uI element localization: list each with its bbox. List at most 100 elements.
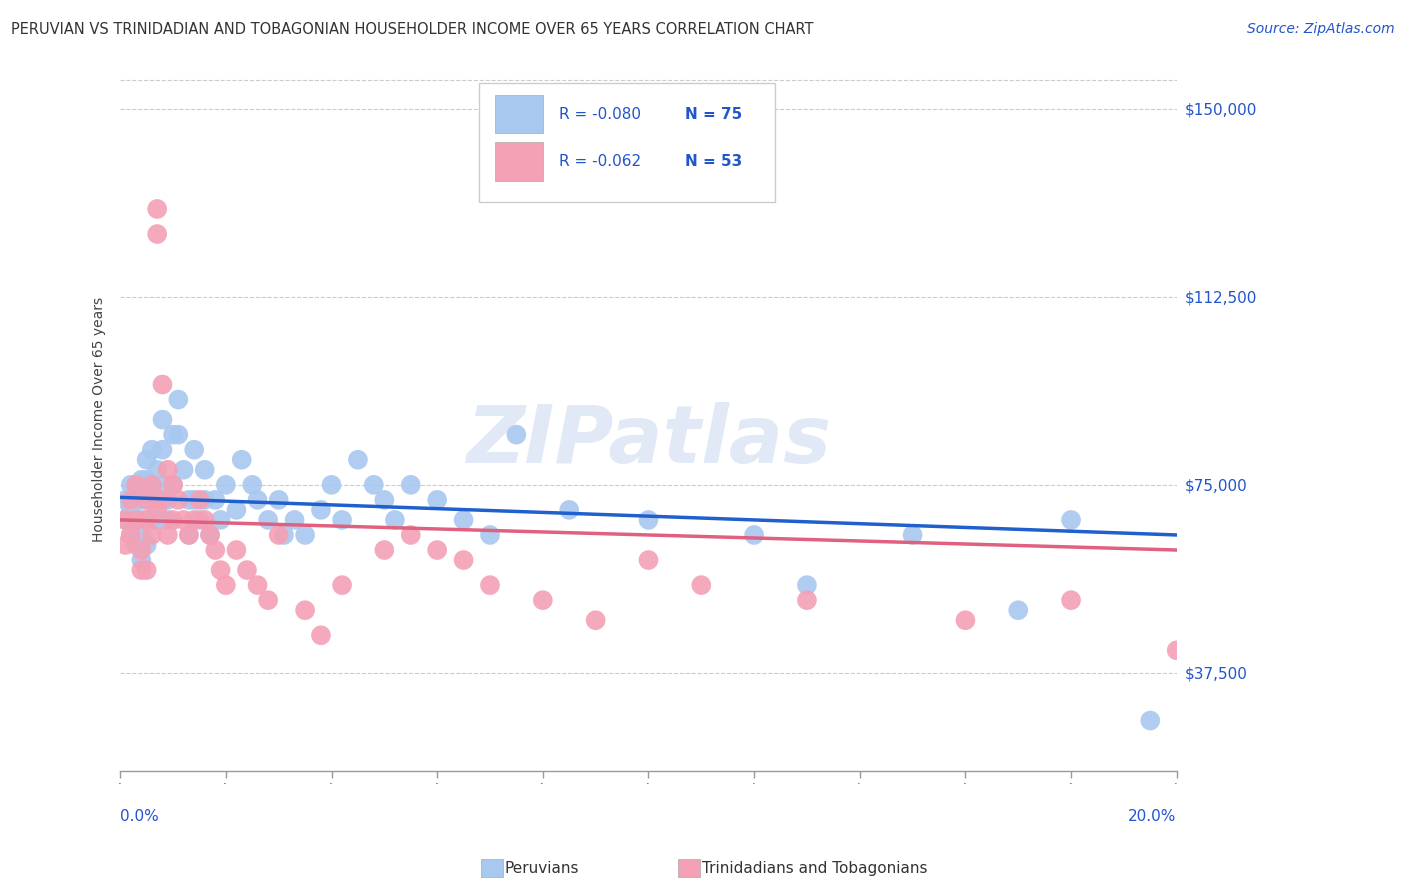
Text: 20.0%: 20.0% xyxy=(1129,809,1177,824)
Point xyxy=(479,578,502,592)
Point xyxy=(1007,603,1029,617)
Point xyxy=(240,478,263,492)
Point xyxy=(156,513,179,527)
Point xyxy=(141,478,163,492)
Point xyxy=(125,513,148,527)
Point xyxy=(901,528,924,542)
Text: Trinidadians and Tobagonians: Trinidadians and Tobagonians xyxy=(702,862,927,876)
Point xyxy=(120,478,142,492)
Point xyxy=(505,427,527,442)
Text: R = -0.062: R = -0.062 xyxy=(558,154,641,169)
Point xyxy=(152,492,174,507)
Point xyxy=(131,473,153,487)
Point xyxy=(131,543,153,558)
Text: R = -0.080: R = -0.080 xyxy=(558,107,641,121)
Point xyxy=(194,463,217,477)
Point xyxy=(162,478,184,492)
Point xyxy=(294,528,316,542)
Text: 0.0%: 0.0% xyxy=(121,809,159,824)
Point xyxy=(796,593,818,607)
Point xyxy=(209,513,232,527)
Point xyxy=(177,528,200,542)
Point xyxy=(135,563,157,577)
Point xyxy=(257,593,280,607)
Point xyxy=(246,492,269,507)
Point xyxy=(162,513,184,527)
Point xyxy=(267,492,290,507)
Point xyxy=(125,513,148,527)
Point xyxy=(120,503,142,517)
Point xyxy=(399,478,422,492)
Point xyxy=(167,392,190,407)
Text: ZIPatlas: ZIPatlas xyxy=(465,401,831,480)
Point xyxy=(309,628,332,642)
Point xyxy=(135,492,157,507)
Point xyxy=(173,463,195,477)
Point xyxy=(257,513,280,527)
Point xyxy=(204,492,226,507)
Text: N = 53: N = 53 xyxy=(686,154,742,169)
Point xyxy=(131,513,153,527)
Point xyxy=(125,488,148,502)
Point xyxy=(156,528,179,542)
Point xyxy=(198,528,221,542)
Point xyxy=(162,478,184,492)
Point xyxy=(131,528,153,542)
Point xyxy=(183,513,205,527)
Point xyxy=(330,578,353,592)
Point xyxy=(135,513,157,527)
Point xyxy=(135,538,157,552)
Point xyxy=(167,427,190,442)
Point xyxy=(426,492,449,507)
Point xyxy=(399,528,422,542)
Point xyxy=(135,473,157,487)
Point xyxy=(141,513,163,527)
Point xyxy=(531,593,554,607)
Point xyxy=(146,463,169,477)
Point xyxy=(330,513,353,527)
Point xyxy=(146,492,169,507)
Point xyxy=(167,492,190,507)
Point xyxy=(194,513,217,527)
Point xyxy=(135,492,157,507)
Point xyxy=(114,513,136,527)
Point xyxy=(585,613,607,627)
Point xyxy=(637,513,659,527)
Point xyxy=(120,528,142,542)
Point xyxy=(177,492,200,507)
Point xyxy=(231,452,253,467)
Point xyxy=(1166,643,1188,657)
Point xyxy=(215,478,238,492)
Point xyxy=(225,503,247,517)
Point xyxy=(188,492,211,507)
Point xyxy=(690,578,713,592)
Point xyxy=(479,528,502,542)
Point xyxy=(198,528,221,542)
Point xyxy=(1060,513,1083,527)
Point xyxy=(146,202,169,216)
Point xyxy=(373,492,395,507)
Point xyxy=(236,563,259,577)
Point xyxy=(309,503,332,517)
Point xyxy=(183,492,205,507)
Point xyxy=(426,543,449,558)
Point xyxy=(120,492,142,507)
Point xyxy=(204,543,226,558)
Point xyxy=(294,603,316,617)
Point xyxy=(125,538,148,552)
Point xyxy=(183,442,205,457)
Point xyxy=(1060,593,1083,607)
Point xyxy=(146,503,169,517)
Point xyxy=(131,563,153,577)
Point xyxy=(146,513,169,527)
Point xyxy=(453,553,475,567)
Point xyxy=(194,492,217,507)
Point xyxy=(321,478,343,492)
Point xyxy=(363,478,385,492)
Point xyxy=(152,377,174,392)
Point xyxy=(152,412,174,426)
Point xyxy=(384,513,406,527)
Point xyxy=(156,492,179,507)
Point xyxy=(742,528,765,542)
Point xyxy=(135,513,157,527)
